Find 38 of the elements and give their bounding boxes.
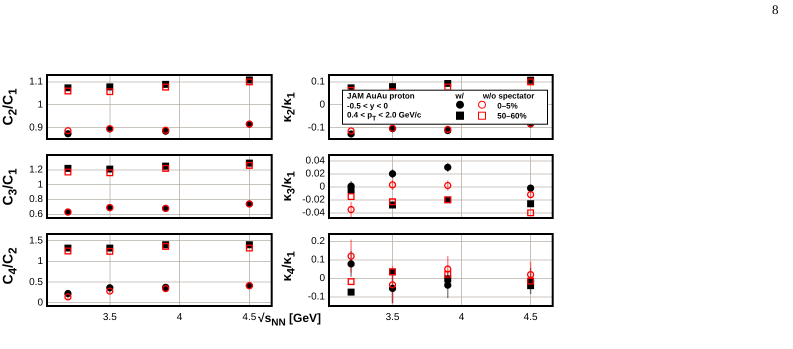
y-tick-label: 1.2 bbox=[29, 164, 44, 176]
y-tick-label: 1 bbox=[37, 256, 44, 268]
y-tick-label: 0.04 bbox=[306, 156, 326, 167]
y-tick-label: 0.5 bbox=[29, 276, 44, 288]
text: 8 bbox=[772, 2, 778, 18]
annotation: JAM AuAu proton bbox=[346, 92, 416, 101]
y-tick-label: 0.1 bbox=[311, 76, 326, 88]
x-axis-title: √s$_{NN}$ [GeV] bbox=[258, 311, 322, 328]
annotation: w/o spectator bbox=[482, 92, 536, 101]
y-tick-label: 1.1 bbox=[29, 76, 44, 88]
y-tick-label: 0.6 bbox=[29, 209, 44, 220]
y-tick-label: 0 bbox=[37, 297, 44, 308]
y-tick-label: 0.2 bbox=[311, 236, 326, 248]
x-tick-label: 3.5 bbox=[102, 312, 118, 323]
y-tick-label: 0.9 bbox=[29, 122, 44, 134]
y-tick-label: 1 bbox=[37, 179, 44, 190]
y-tick-label: 0 bbox=[319, 182, 326, 193]
y-tick-label: -0.04 bbox=[302, 208, 326, 219]
legend-label: 50–60% bbox=[496, 111, 528, 122]
x-tick-label: 4 bbox=[458, 312, 465, 323]
y-tick-label: 0.02 bbox=[306, 168, 326, 180]
annotation: w/ bbox=[454, 92, 465, 101]
legend-label: 0–5% bbox=[496, 100, 519, 111]
y-tick-label: -0.1 bbox=[308, 122, 326, 134]
y-tick-label: 0 bbox=[319, 273, 326, 284]
y-tick-label: 0.1 bbox=[311, 254, 326, 266]
x-tick-label: 4.5 bbox=[524, 312, 538, 323]
y-tick-label: 1 bbox=[37, 99, 44, 110]
annotation: -0.5 < y < 0 bbox=[346, 100, 389, 111]
x-tick-label: 4.5 bbox=[242, 312, 257, 323]
y-tick-label: -0.1 bbox=[308, 292, 326, 303]
x-tick-label: 4 bbox=[176, 312, 183, 323]
annotation: 0.4 < p$_{T}$ < 2.0 GeV/c bbox=[346, 110, 422, 122]
x-tick-label: 3.5 bbox=[386, 312, 400, 323]
y-tick-label: -0.02 bbox=[302, 194, 326, 206]
y-tick-label: 1.5 bbox=[29, 235, 44, 246]
y-tick-label: 0 bbox=[319, 99, 326, 110]
y-tick-label: 0.8 bbox=[29, 194, 44, 206]
